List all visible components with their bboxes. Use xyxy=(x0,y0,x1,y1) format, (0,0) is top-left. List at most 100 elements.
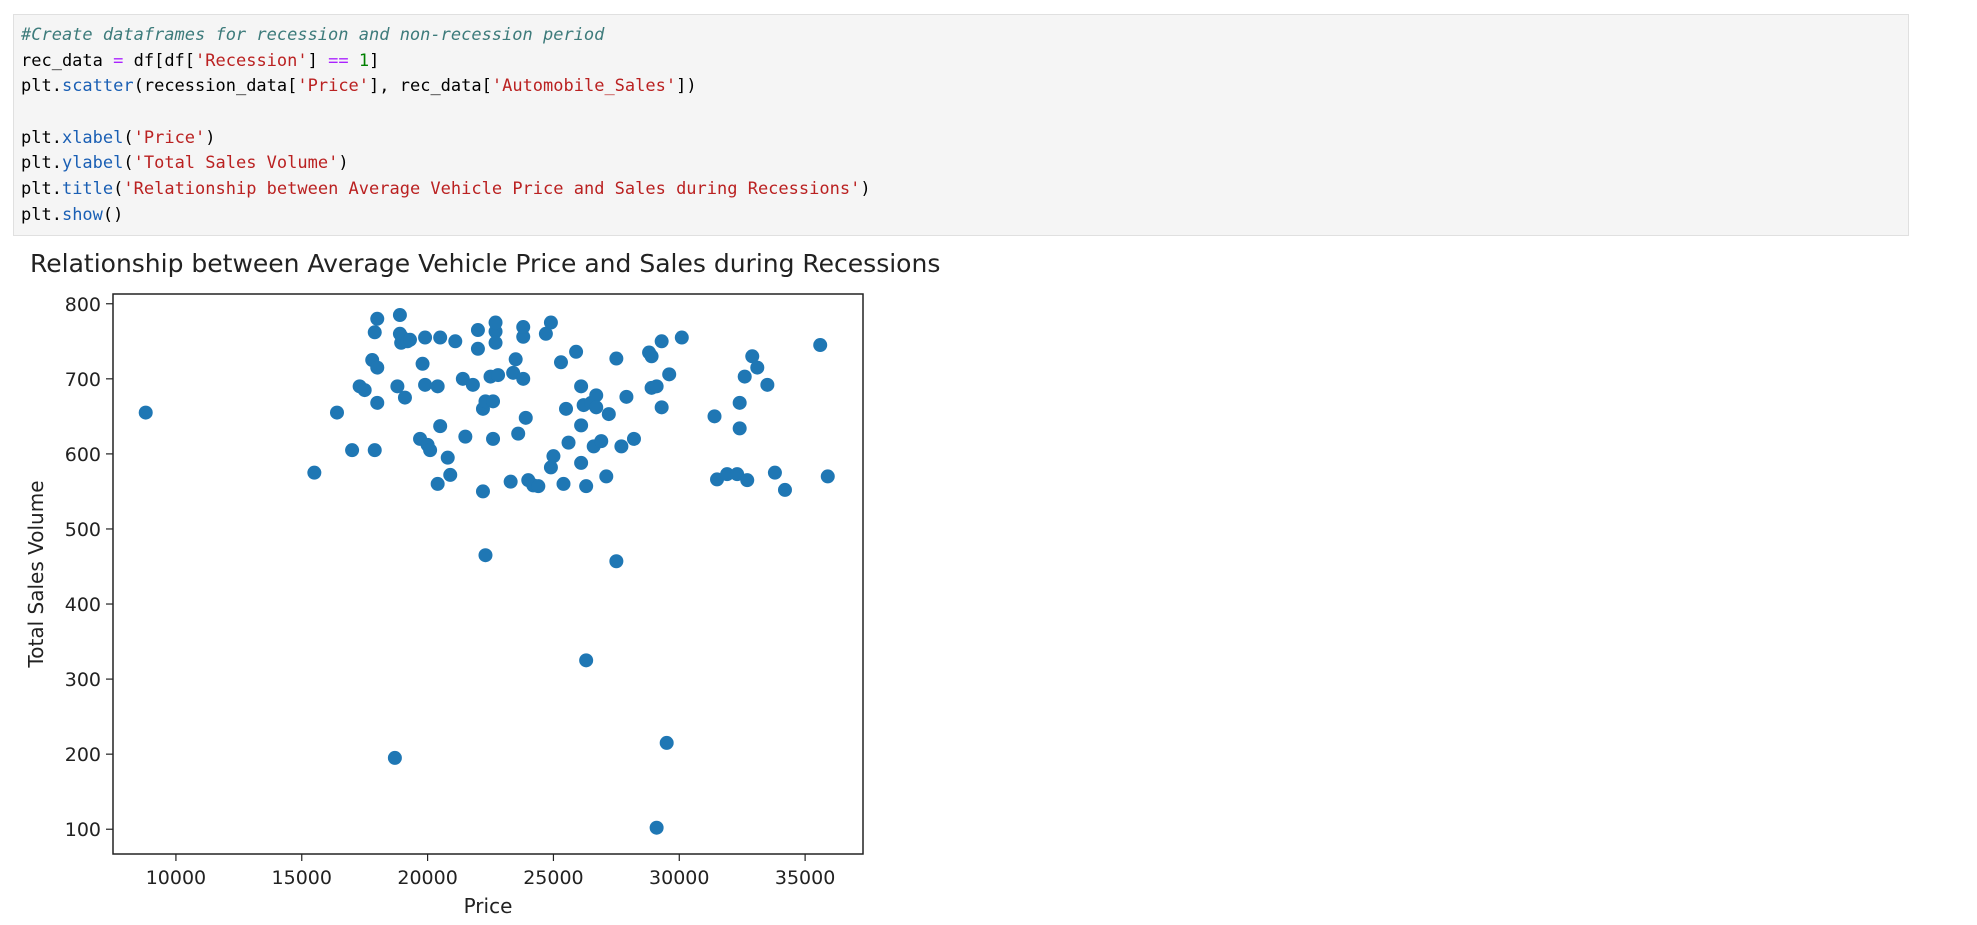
y-tick-label: 300 xyxy=(65,669,101,691)
code-token: show xyxy=(61,204,103,225)
code-token: plt. xyxy=(21,179,62,200)
x-axis: 10000 15000 20000 25000 30000 35000 xyxy=(146,854,835,889)
code-token xyxy=(349,51,359,71)
data-point xyxy=(307,465,322,480)
data-point xyxy=(488,315,503,330)
code-token: 'Relationship between Average Vehicle Pr… xyxy=(123,179,861,200)
data-point xyxy=(506,365,521,380)
code-editor[interactable]: #Create dataframes for recession and non… xyxy=(21,23,871,229)
code-line: plt.xlabel('Price') xyxy=(21,126,871,152)
data-point xyxy=(777,482,792,497)
data-point xyxy=(345,443,360,458)
code-token: ) xyxy=(338,153,349,174)
data-point xyxy=(574,418,589,433)
y-tick-label: 600 xyxy=(65,444,101,466)
code-token: ( xyxy=(123,127,134,148)
data-point xyxy=(609,554,624,569)
data-point xyxy=(511,426,526,441)
data-point xyxy=(569,344,584,359)
data-point xyxy=(556,476,571,491)
data-point xyxy=(518,410,533,425)
data-point xyxy=(503,474,518,489)
data-point xyxy=(455,371,470,386)
data-point xyxy=(654,334,669,349)
code-token: 1 xyxy=(358,50,370,71)
code-token: ] xyxy=(369,50,380,71)
data-point xyxy=(370,311,385,326)
data-point xyxy=(579,479,594,494)
data-point xyxy=(516,371,531,386)
code-line: plt.title('Relationship between Average … xyxy=(21,177,871,203)
code-token: ) xyxy=(860,179,871,200)
data-point xyxy=(574,379,589,394)
code-token: () xyxy=(102,204,124,225)
data-point xyxy=(574,455,589,470)
y-tick-label: 100 xyxy=(65,819,101,841)
data-point xyxy=(813,338,828,353)
data-point xyxy=(674,330,689,345)
data-point xyxy=(561,435,576,450)
data-point xyxy=(516,329,531,344)
code-token: df[df[ xyxy=(123,50,196,71)
x-tick-label: 10000 xyxy=(146,867,206,889)
data-point xyxy=(614,439,629,454)
data-point xyxy=(415,356,430,371)
y-tick-label: 500 xyxy=(65,519,101,541)
data-point xyxy=(662,367,677,382)
code-line: plt.ylabel('Total Sales Volume') xyxy=(21,151,871,177)
data-point xyxy=(654,400,669,415)
code-token: 'Price' xyxy=(133,127,206,148)
code-token: 'Total Sales Volume' xyxy=(133,153,339,174)
y-axis: 100 200 300 400 500 600 700 800 xyxy=(65,294,113,841)
data-point xyxy=(737,369,752,384)
code-token: ( xyxy=(113,179,124,200)
data-point xyxy=(433,330,448,345)
code-line xyxy=(21,100,871,126)
code-token: plt. xyxy=(21,153,62,174)
data-point xyxy=(418,377,433,392)
y-axis-label: Total Sales Volume xyxy=(24,480,48,668)
data-point xyxy=(594,434,609,449)
code-token: #Create dataframes for recession and non… xyxy=(21,25,605,45)
data-point xyxy=(392,308,407,323)
data-point xyxy=(430,379,445,394)
x-tick-label: 15000 xyxy=(272,867,332,889)
x-tick-label: 30000 xyxy=(649,867,709,889)
data-point xyxy=(390,379,405,394)
data-point xyxy=(707,409,722,424)
data-point xyxy=(720,467,735,482)
data-point xyxy=(470,323,485,338)
data-point xyxy=(491,368,506,383)
code-token: plt. xyxy=(21,204,62,225)
code-token: = xyxy=(113,50,124,71)
y-tick-label: 700 xyxy=(65,369,101,391)
code-token: xlabel xyxy=(61,127,124,148)
data-point xyxy=(659,735,674,750)
code-token: (recession_data[ xyxy=(133,76,298,97)
data-point xyxy=(589,388,604,403)
output-area: Relationship between Average Vehicle Pri… xyxy=(0,240,1000,920)
data-point xyxy=(418,330,433,345)
data-point xyxy=(470,341,485,356)
data-point xyxy=(599,469,614,484)
code-line: rec_data = df[df['Recession'] == 1] xyxy=(21,49,871,75)
y-tick-label: 400 xyxy=(65,594,101,616)
data-point xyxy=(601,407,616,422)
data-point xyxy=(430,476,445,491)
code-token: ]) xyxy=(676,76,697,97)
data-point xyxy=(357,383,372,398)
data-point xyxy=(458,429,473,444)
code-token: ], rec_data[ xyxy=(369,76,492,97)
code-token: ylabel xyxy=(61,153,124,174)
data-point xyxy=(370,360,385,375)
data-point xyxy=(649,820,664,835)
code-token: ( xyxy=(123,153,134,174)
code-line: #Create dataframes for recession and non… xyxy=(21,23,871,49)
code-token: ) xyxy=(205,127,216,148)
plot-area xyxy=(112,293,864,855)
data-point xyxy=(443,467,458,482)
data-point xyxy=(543,315,558,330)
x-tick-label: 20000 xyxy=(397,867,457,889)
code-token: 'Automobile_Sales' xyxy=(491,76,677,97)
code-cell[interactable]: #Create dataframes for recession and non… xyxy=(13,14,1909,236)
